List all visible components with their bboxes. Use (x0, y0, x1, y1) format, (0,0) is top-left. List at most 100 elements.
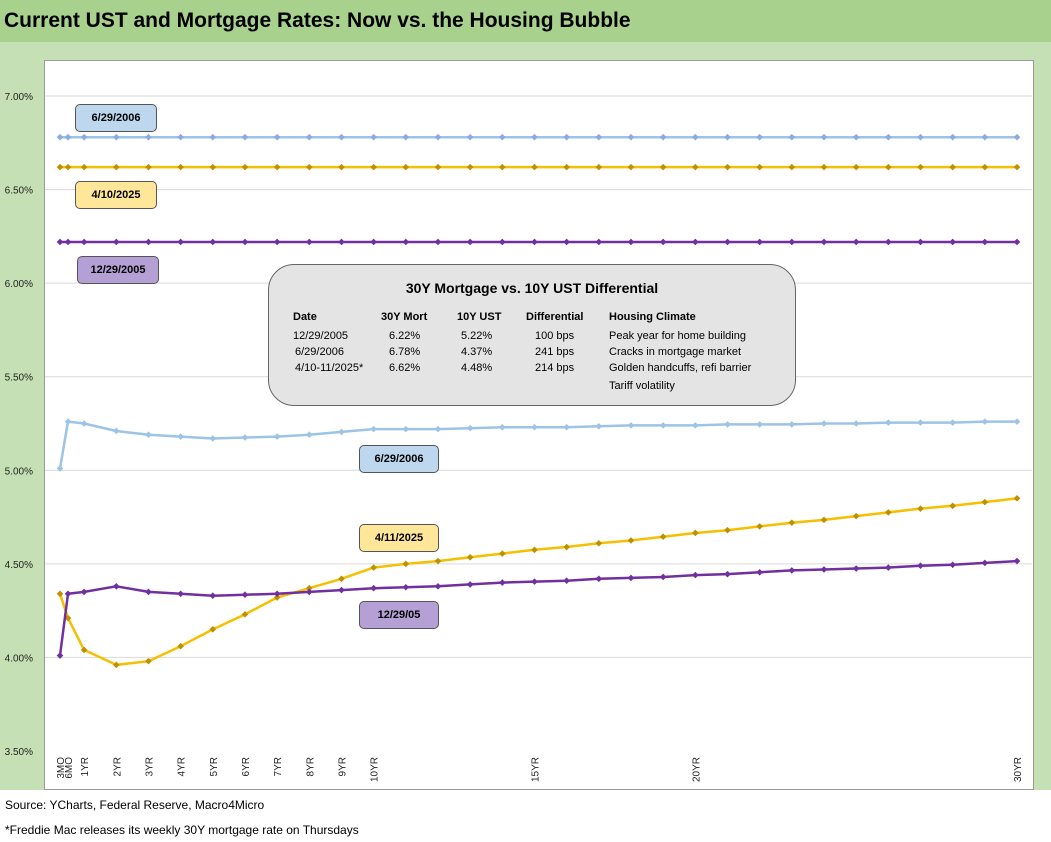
plot-area (44, 60, 1034, 790)
series-line-3 (58, 420, 1017, 469)
data-point (241, 434, 249, 441)
header-housing-climate: Housing Climate (609, 311, 696, 323)
x-tick-label: 6MO (64, 757, 75, 779)
data-point (306, 588, 313, 596)
data-point (273, 590, 281, 598)
data-point (724, 570, 731, 578)
data-point (64, 133, 72, 141)
data-point (145, 163, 152, 171)
data-point (531, 163, 538, 171)
data-point (241, 591, 249, 599)
header-differential: Differential (526, 311, 584, 323)
data-point (466, 424, 474, 432)
data-point (145, 133, 152, 141)
data-point (402, 425, 410, 433)
data-point (499, 133, 506, 141)
data-point (949, 238, 956, 246)
data-point (852, 238, 860, 246)
data-point (112, 133, 120, 141)
data-point (627, 537, 635, 544)
source-note: Source: YCharts, Federal Reserve, Macro4… (5, 798, 265, 812)
row2-date: 6/29/2006 (295, 346, 344, 358)
row3-ust: 4.48% (461, 362, 493, 374)
extra-note: Tariff volatility (609, 380, 675, 392)
data-point (949, 163, 956, 171)
data-point (466, 581, 474, 588)
row2-climate: Cracks in mortgage market (609, 346, 742, 358)
data-point (338, 133, 345, 141)
data-point (306, 133, 313, 141)
data-point (531, 423, 538, 431)
data-point (80, 646, 88, 654)
x-tick-label: 9YR (337, 757, 348, 776)
data-point (177, 433, 184, 440)
data-point (788, 421, 796, 428)
data-point (531, 578, 538, 585)
y-tick-label: 3.50% (5, 747, 33, 758)
data-point (434, 133, 442, 141)
data-point (627, 574, 635, 582)
data-point (209, 626, 217, 633)
data-point (241, 611, 249, 618)
data-point (949, 133, 956, 141)
data-point (273, 238, 281, 246)
data-point (659, 422, 667, 429)
data-point (499, 238, 506, 246)
data-point (692, 133, 699, 141)
data-point (64, 238, 72, 246)
row1-mort: 6.22% (389, 330, 421, 342)
data-point (209, 592, 217, 599)
data-point (788, 519, 796, 526)
data-point (306, 584, 313, 592)
x-tick-label: 10YR (370, 757, 381, 782)
data-point (692, 422, 699, 429)
data-point (241, 163, 249, 171)
data-point (724, 238, 731, 246)
data-point (820, 516, 828, 524)
data-point (145, 431, 152, 439)
x-tick-label: 3YR (144, 757, 155, 776)
y-tick-label: 5.50% (5, 373, 33, 384)
data-point (434, 163, 442, 171)
differential-table-title: 30Y Mortgage vs. 10Y UST Differential (405, 280, 659, 296)
data-point (209, 435, 217, 442)
data-point (338, 163, 345, 171)
data-point (917, 133, 924, 141)
x-tick-label: 15YR (530, 757, 541, 782)
data-point (627, 238, 635, 246)
data-point (1013, 557, 1021, 565)
data-point (756, 523, 763, 530)
callout-12-29-2005-mortgage: 12/29/2005 (77, 256, 159, 284)
data-point (659, 533, 667, 541)
data-point (563, 577, 570, 584)
data-point (981, 559, 989, 567)
data-point (595, 238, 603, 246)
data-point (241, 238, 249, 246)
data-point (724, 163, 731, 171)
data-point (1013, 163, 1021, 171)
differential-table: 30Y Mortgage vs. 10Y UST Differential Da… (268, 264, 796, 406)
row1-ust: 5.22% (461, 330, 493, 342)
data-point (177, 133, 184, 141)
data-point (885, 564, 892, 571)
data-point (820, 566, 828, 573)
data-point (852, 133, 860, 141)
row3-climate: Golden handcuffs, refi barrier (609, 362, 752, 374)
series-line-4 (58, 497, 1018, 667)
data-point (177, 163, 184, 171)
data-point (338, 238, 345, 246)
data-point (917, 505, 924, 512)
data-point (434, 238, 442, 246)
y-tick-label: 4.00% (5, 653, 33, 664)
data-point (434, 557, 442, 565)
data-point (981, 418, 989, 425)
title-bar: Current UST and Mortgage Rates: Now vs. … (0, 0, 1051, 43)
data-point (80, 133, 88, 141)
x-tick-label: 8YR (305, 757, 316, 776)
data-point (64, 163, 72, 171)
data-point (56, 590, 64, 598)
y-tick-label: 6.50% (5, 186, 33, 197)
data-point (1013, 238, 1021, 246)
data-point (370, 163, 377, 171)
data-point (852, 420, 860, 427)
